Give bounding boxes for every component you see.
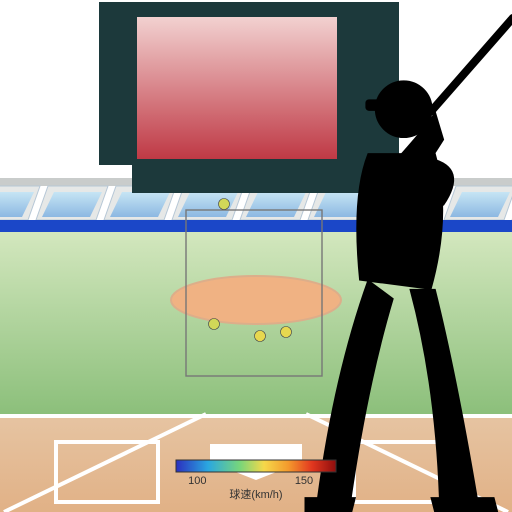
chart-canvas: 100 150 球速(km/h) [0, 0, 512, 512]
scoreboard-screen [137, 17, 337, 159]
colorbar-tick: 100 [188, 475, 206, 487]
pitch-marker [219, 199, 230, 210]
colorbar-tick: 150 [295, 475, 313, 487]
pitch-marker [209, 319, 220, 330]
scoreboard-base [132, 165, 368, 193]
pitch-marker [281, 327, 292, 338]
pitch-marker [255, 331, 266, 342]
speed-colorbar [176, 460, 336, 472]
pitch-location-chart: 100 150 球速(km/h) [0, 0, 512, 512]
colorbar-label: 球速(km/h) [229, 487, 282, 501]
pitchers-mound [171, 276, 341, 324]
